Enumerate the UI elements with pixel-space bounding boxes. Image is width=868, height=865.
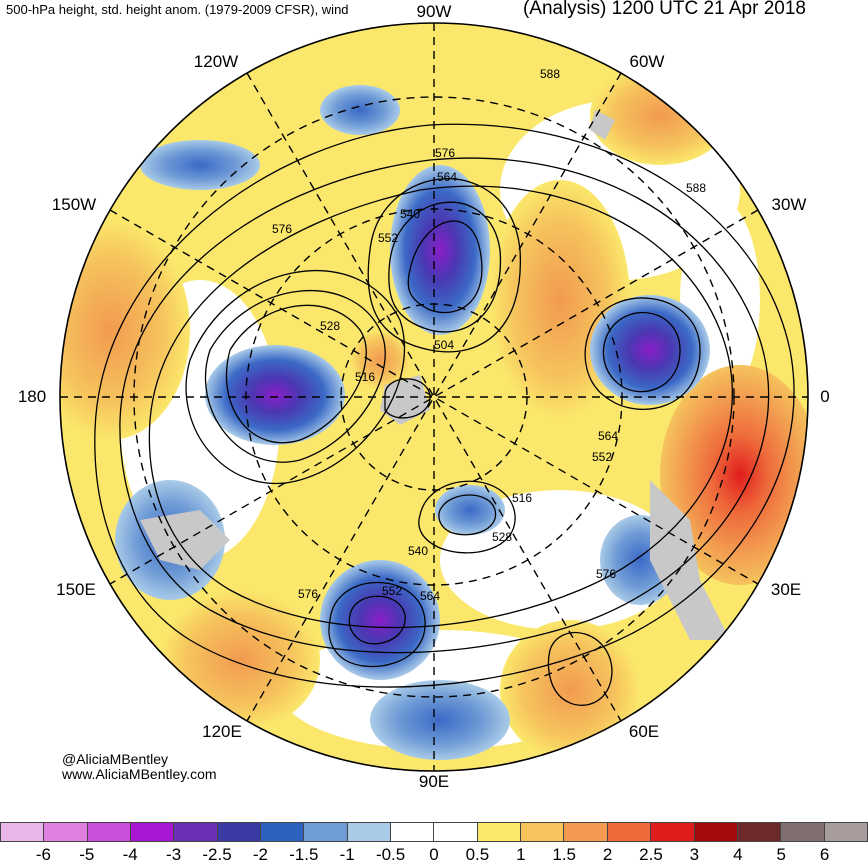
- lon-label-0: 0: [820, 387, 830, 406]
- negative-anomaly: [140, 140, 260, 190]
- colorbar-cell: [347, 822, 392, 842]
- colorbar-tick-label: 6: [819, 845, 830, 864]
- colorbar-cell: [391, 822, 435, 842]
- contour-label: 564: [598, 429, 618, 443]
- colorbar-tick-label: -2: [252, 845, 268, 864]
- colorbar-cell: [521, 822, 565, 842]
- contour-label-group: 588 588 576 564 540 552 528 516 504 564 …: [272, 67, 706, 603]
- lon-label-90e: 90E: [418, 772, 450, 791]
- negative-anomaly: [320, 85, 400, 135]
- negative-anomaly: [590, 295, 710, 405]
- credit: @AliciaMBentley www.AliciaMBentley.com: [62, 752, 217, 782]
- contour-label: 552: [382, 584, 402, 598]
- colorbar-tick-label: -0.5: [375, 845, 406, 864]
- contour-label: 576: [272, 222, 292, 236]
- colorbar-tick-label: -6: [35, 845, 51, 864]
- colorbar-cell: [781, 822, 825, 842]
- contour-label: 516: [355, 370, 375, 384]
- map-subtitle: 500-hPa height, std. height anom. (1979-…: [6, 2, 349, 17]
- map-title: (Analysis) 1200 UTC 21 Apr 2018: [522, 0, 806, 19]
- colorbar-cell: [824, 822, 868, 842]
- contour-label: 540: [400, 207, 420, 221]
- contour-label: 552: [378, 231, 398, 245]
- lon-label-60e: 60E: [628, 722, 660, 741]
- colorbar-cell: [694, 822, 738, 842]
- credit-site: www.AliciaMBentley.com: [62, 766, 217, 782]
- negative-anomaly: [390, 165, 490, 335]
- lon-label-150e: 150E: [56, 580, 96, 599]
- lon-label-90w: 90W: [416, 2, 452, 21]
- colorbar-tick-label: 3: [689, 845, 700, 864]
- lon-label-180: 180: [17, 387, 47, 406]
- contour-label: 516: [512, 491, 532, 505]
- negative-anomaly: [370, 680, 510, 760]
- colorbar-tick-label: 0: [429, 845, 439, 864]
- colorbar-cell: [87, 822, 132, 842]
- lon-label-120e: 120E: [202, 722, 242, 741]
- positive-anomaly: [660, 365, 808, 585]
- colorbar-cell: [131, 822, 175, 842]
- colorbar-tick-label: -1.5: [289, 845, 319, 864]
- colorbar-tick-label: 1.5: [552, 845, 577, 864]
- contour-label: 528: [492, 530, 512, 544]
- contour-label: 576: [298, 587, 318, 601]
- colorbar: [0, 822, 868, 842]
- positive-anomaly: [60, 220, 190, 440]
- colorbar-tick-label: -4: [122, 845, 138, 864]
- contour-label: 576: [596, 567, 616, 581]
- colorbar-cell: [477, 822, 522, 842]
- contour-label: 540: [408, 544, 428, 558]
- graticule: [60, 23, 808, 771]
- colorbar-tick-label: 0.5: [465, 845, 490, 864]
- contour-label: 576: [435, 146, 455, 160]
- positive-anomaly: [590, 65, 730, 165]
- colorbar-tick-label: 4: [733, 845, 743, 864]
- negative-anomaly: [435, 485, 505, 535]
- colorbar-cell: [261, 822, 305, 842]
- colorbar-cell: [217, 822, 262, 842]
- contour-label: 564: [420, 589, 440, 603]
- colorbar-tick-label: -3: [166, 845, 182, 864]
- lon-label-120w: 120W: [193, 52, 239, 71]
- colorbar-cell: [44, 822, 88, 842]
- colorbar-tick-label: -5: [79, 845, 95, 864]
- contour-label: 588: [686, 181, 706, 195]
- colorbar-cell: [737, 822, 782, 842]
- colorbar-cell: [651, 822, 695, 842]
- lon-label-30w: 30W: [771, 195, 807, 214]
- contour-label: 528: [320, 319, 340, 333]
- colorbar-cell: [174, 822, 218, 842]
- colorbar-cell: [434, 822, 478, 842]
- contour-label: 564: [437, 170, 457, 184]
- colorbar-cell: [0, 822, 45, 842]
- contour-label: 588: [540, 67, 560, 81]
- colorbar-tick-label: 5: [776, 845, 786, 864]
- negative-anomaly: [320, 560, 440, 680]
- lon-label-150w: 150W: [51, 195, 97, 214]
- colorbar-tick-label: 2: [602, 845, 613, 864]
- land-mask: [590, 110, 615, 140]
- land-mask: [650, 480, 730, 640]
- positive-anomaly: [160, 590, 320, 730]
- colorbar-cell: [564, 822, 608, 842]
- contour-label: 504: [434, 338, 454, 352]
- positive-anomaly: [500, 620, 640, 760]
- map-border: [59, 22, 809, 772]
- colorbar-cell: [607, 822, 652, 842]
- colorbar-tick-label: 1: [516, 845, 526, 864]
- colorbar-tick-label: -2.5: [202, 845, 232, 864]
- credit-handle: @AliciaMBentley: [62, 751, 169, 767]
- colorbar-tick-label: -1: [339, 845, 355, 864]
- colorbar-cell: [304, 822, 348, 842]
- lon-label-60w: 60W: [629, 52, 665, 71]
- negative-anomaly: [205, 345, 345, 445]
- colorbar-tick-label: 2.5: [639, 845, 663, 864]
- contour-label: 552: [592, 450, 612, 464]
- lon-label-30e: 30E: [770, 580, 802, 599]
